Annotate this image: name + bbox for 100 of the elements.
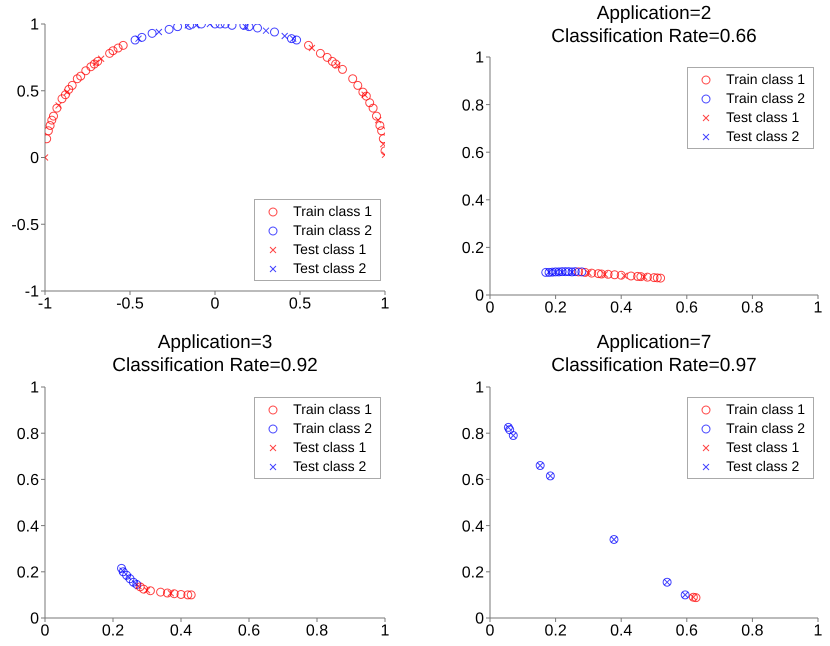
point [334,62,341,69]
point [577,267,586,276]
x-tick-label: -0.5 [116,295,144,312]
point [656,274,666,283]
chart-title: Application=2 [596,2,712,25]
point [47,116,56,125]
point [604,270,613,279]
point [368,104,378,113]
y-tick-label: 0.4 [462,192,484,210]
x-tick-label: 0.4 [610,299,632,316]
y-tick-label: 0.4 [462,518,484,536]
point [548,268,557,277]
y-tick-label: 0 [475,610,484,628]
y-tick-label: -0.5 [11,216,40,234]
point [135,35,142,42]
point [691,593,700,602]
y-tick-label: 0.8 [462,97,484,114]
x-tick-label: 0 [210,295,220,312]
point [377,126,385,136]
x-tick-label: 0.4 [610,622,632,640]
x-tick-label: 0.2 [544,622,567,640]
point [626,271,636,280]
point [322,52,332,62]
point [316,48,325,58]
point [167,590,174,597]
point [64,88,71,96]
y-tick-label: 0.8 [462,426,484,443]
point [122,570,132,580]
point [105,48,114,58]
y-tick-label: 0.2 [462,240,484,258]
point [328,56,337,66]
x-tick-label: 0.8 [306,622,328,640]
legend-label: Train class 2 [726,89,805,108]
point [308,44,316,52]
point [64,84,74,94]
point [287,34,296,44]
point [98,55,105,62]
point [92,59,100,66]
point [45,126,53,136]
x-tick-label: 0.2 [102,622,124,640]
point [338,64,347,74]
point [135,582,142,590]
legend-label: Test class 2 [726,457,800,476]
x-tick-label: 0.5 [288,295,312,312]
point [148,28,157,38]
legend-label: Test class 1 [726,108,800,127]
x-tick-label: 0.8 [741,299,764,316]
x-tick-label: 1 [380,622,390,640]
y-tick-label: 0.5 [16,83,40,100]
point [601,270,608,278]
point [242,24,250,30]
point [124,573,132,580]
point [58,94,66,104]
point [162,588,172,598]
point [372,112,381,121]
point [52,104,62,113]
point [640,273,648,280]
point [304,40,313,50]
point [90,60,99,69]
point [108,46,118,56]
point [156,588,166,597]
legend-label: Test class 1 [726,438,800,457]
point [118,567,128,576]
point [375,120,384,130]
chart-title: Application=3 [156,331,274,354]
point [652,273,662,282]
point [244,24,254,32]
point [505,425,514,434]
y-tick-label: 0.8 [16,426,40,443]
y-tick-label: 0.6 [462,144,484,162]
point [353,80,362,90]
point [139,584,148,594]
legend-label: Train class 1 [293,400,372,419]
point [597,270,606,279]
y-tick-label: 1 [30,16,40,34]
point [633,272,642,281]
legend-label: Train class 2 [726,419,805,438]
legend-label: Train class 2 [293,419,372,438]
y-tick-label: 0.6 [462,472,484,490]
legend-label: Test class 2 [293,259,366,278]
y-tick-label: 0.2 [462,564,484,582]
chart-subtitle: Classification Rate=0.92 [111,354,319,377]
point [68,80,77,90]
point [114,44,123,53]
point [253,24,262,33]
point [173,24,182,32]
point [290,35,297,42]
y-tick-label: 0 [30,150,40,168]
point [642,272,652,282]
point [610,270,620,280]
x-tick-label: 1 [814,299,823,316]
y-tick-label: -1 [24,284,40,301]
point [186,590,196,600]
point [362,92,371,101]
legend-label: Train class 2 [293,221,372,240]
point [132,580,139,587]
point [144,586,150,594]
point [55,102,62,109]
point [270,28,279,37]
y-tick-label: 0.4 [16,518,40,536]
